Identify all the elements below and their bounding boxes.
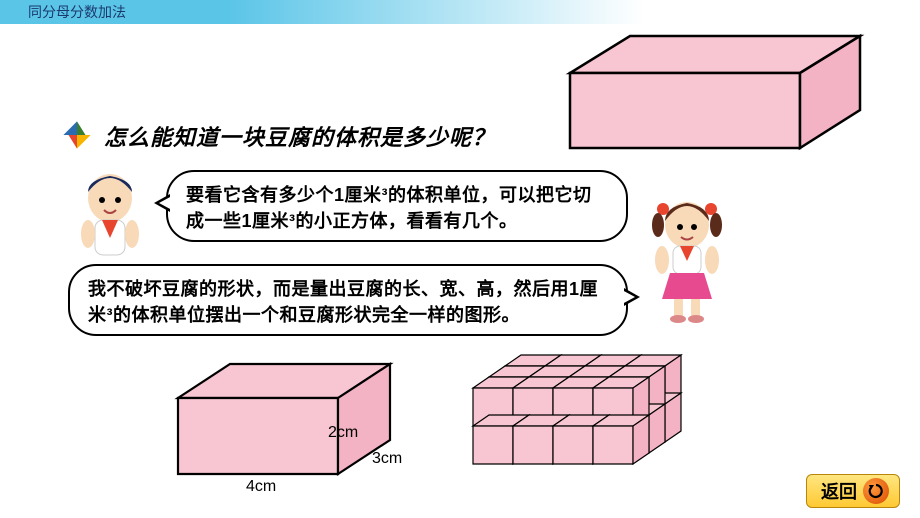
height-label: 2cm bbox=[328, 424, 358, 442]
length-label: 4cm bbox=[246, 478, 276, 496]
header-title: 同分母分数加法 bbox=[28, 2, 126, 22]
bubble-girl-text: 我不破坏豆腐的形状，而是量出豆腐的长、宽、高，然后用1厘米³的体积单位摆出一个和… bbox=[88, 279, 598, 325]
width-label: 3cm bbox=[372, 450, 402, 468]
bullet-icon bbox=[60, 118, 94, 152]
tofu-box-top bbox=[560, 28, 870, 156]
tofu-labeled-box bbox=[170, 358, 422, 490]
speech-bubble-girl: 我不破坏豆腐的形状，而是量出豆腐的长、宽、高，然后用1厘米³的体积单位摆出一个和… bbox=[68, 264, 628, 336]
back-icon bbox=[863, 478, 889, 504]
back-button[interactable]: 返回 bbox=[806, 474, 900, 508]
back-label: 返回 bbox=[821, 478, 857, 504]
girl-character bbox=[640, 195, 735, 325]
speech-bubble-boy: 要看它含有多少个1厘米³的体积单位，可以把它切成一些1厘米³的小正方体，看看有几… bbox=[166, 170, 628, 242]
question-text: 怎么能知道一块豆腐的体积是多少呢？ bbox=[104, 120, 495, 152]
boy-character bbox=[70, 170, 160, 270]
bubble-boy-text: 要看它含有多少个1厘米³的体积单位，可以把它切成一些1厘米³的小正方体，看看有几… bbox=[186, 185, 592, 231]
tofu-unit-cubes bbox=[465, 348, 707, 480]
header-bar: 同分母分数加法 bbox=[0, 0, 920, 24]
